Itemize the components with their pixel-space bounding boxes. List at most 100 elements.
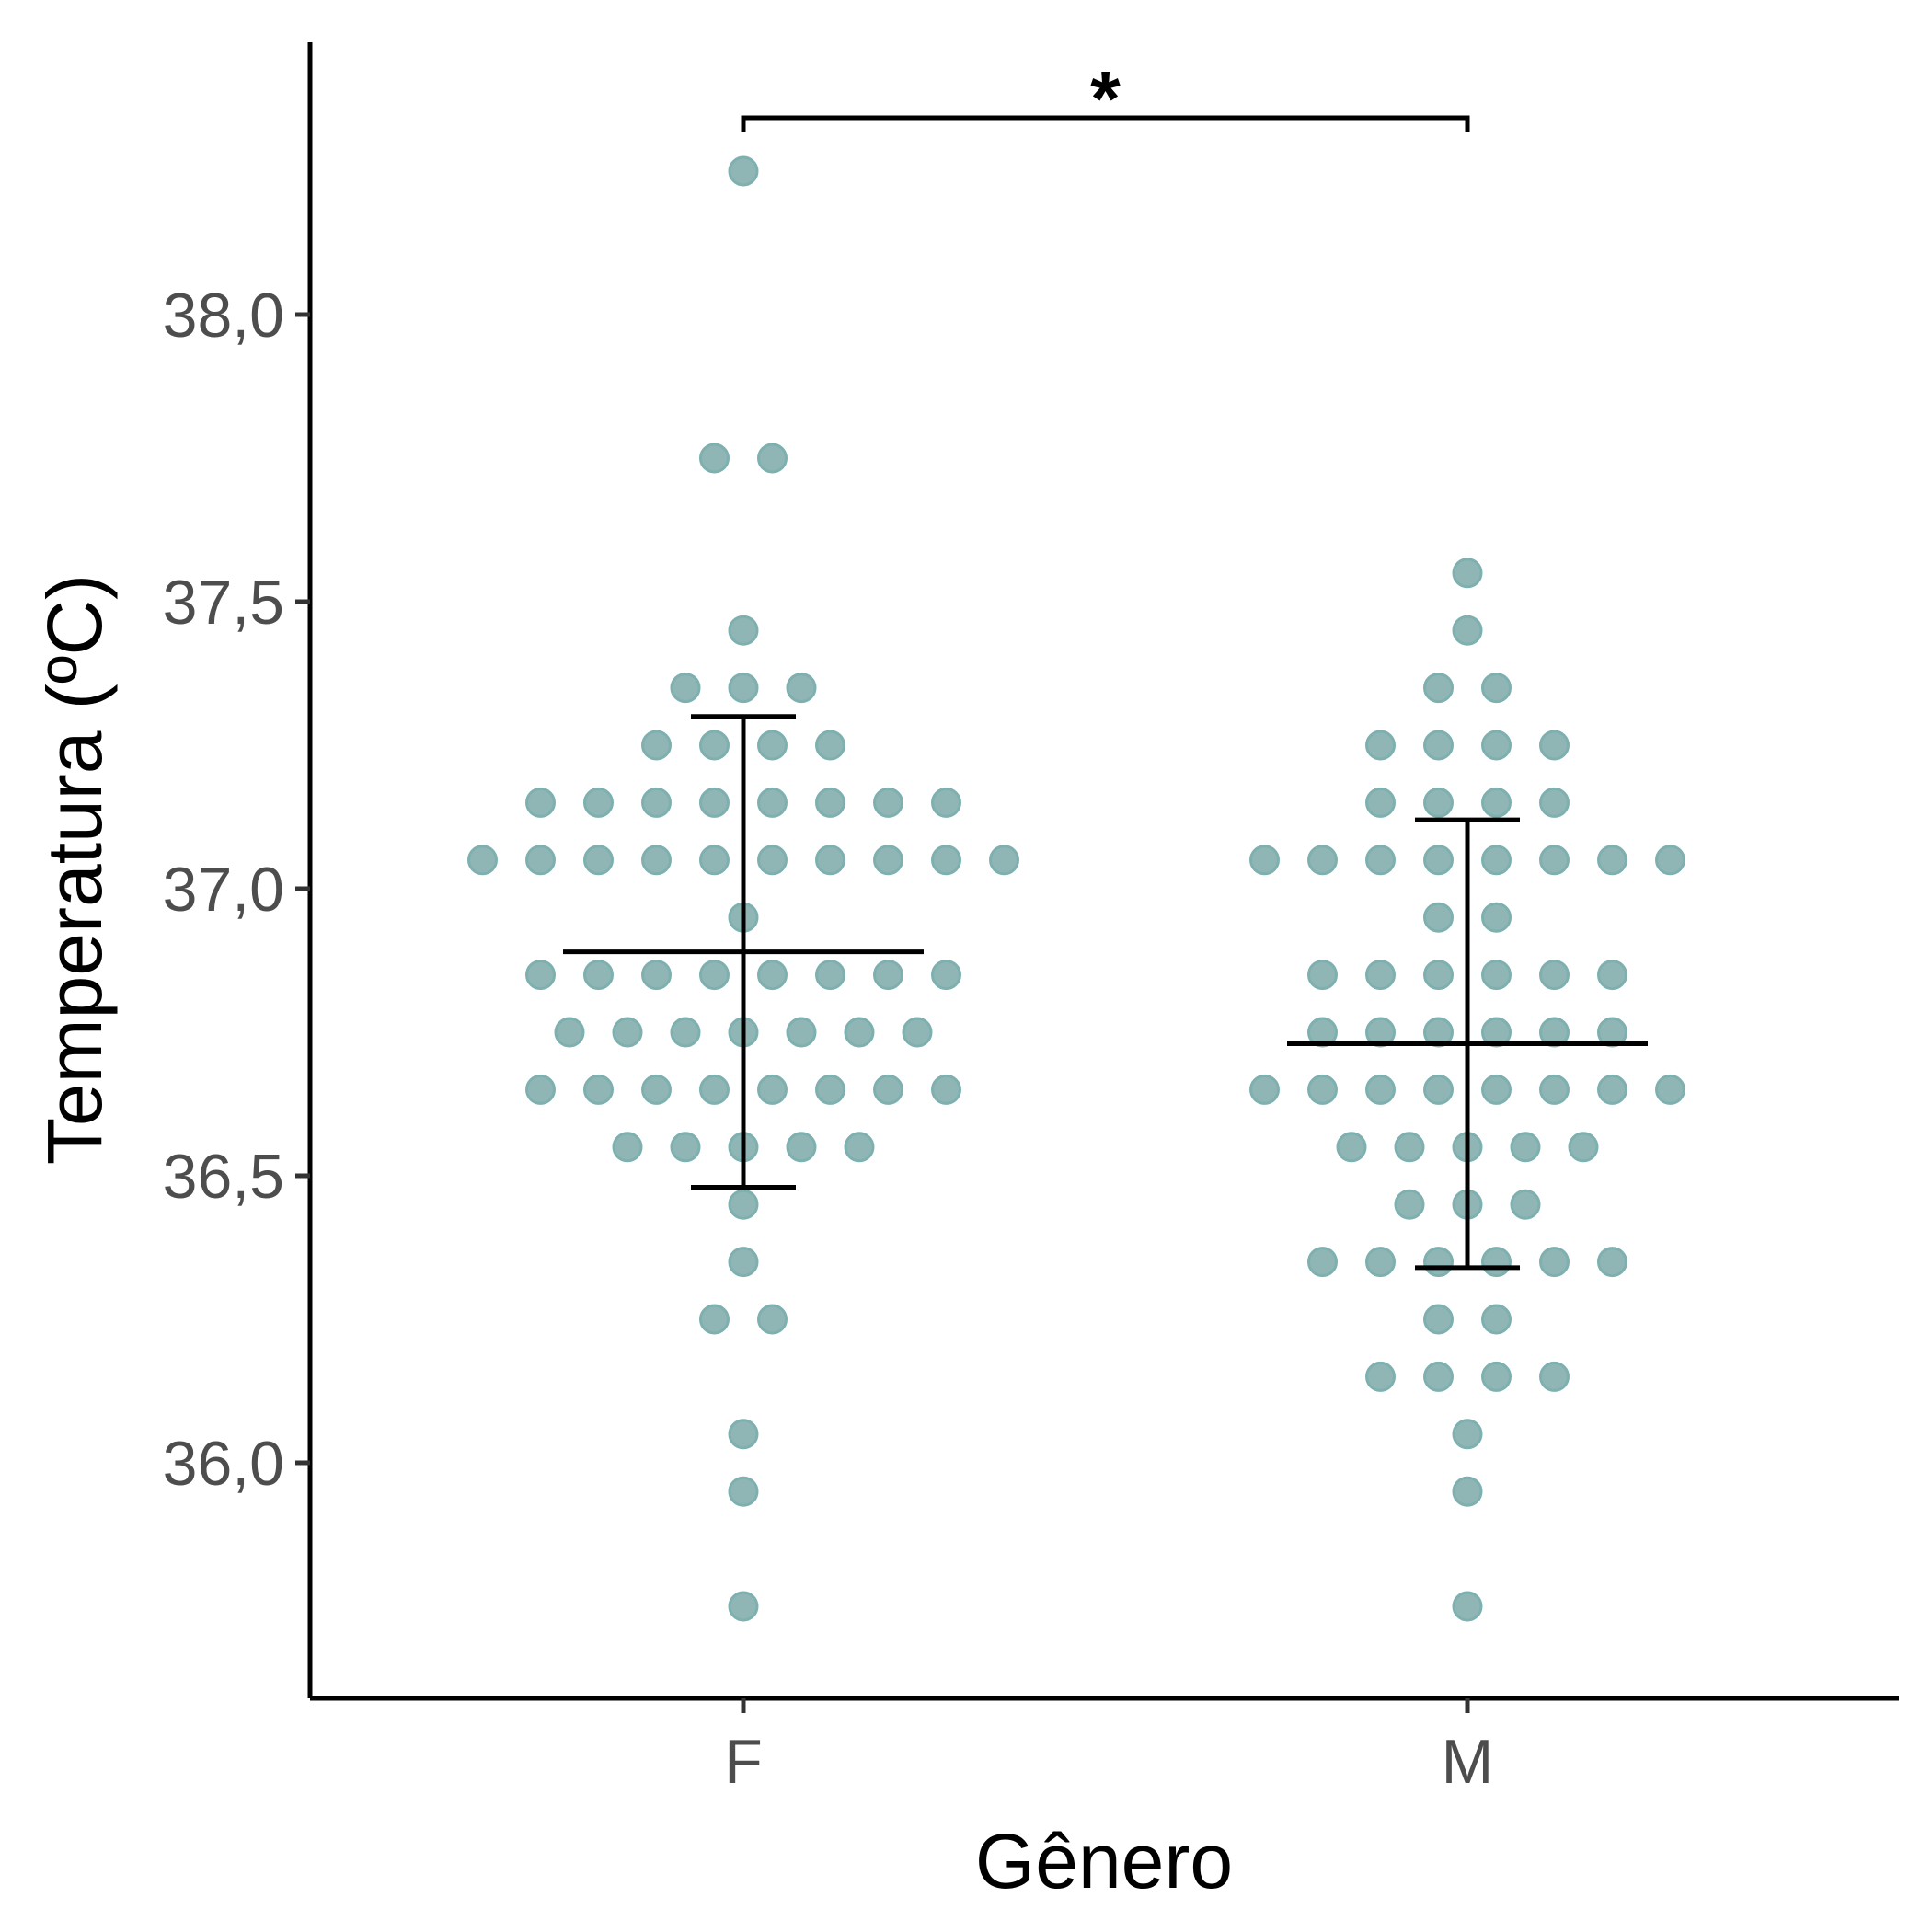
data-point	[1655, 1074, 1685, 1105]
data-point	[583, 1074, 614, 1105]
data-point	[757, 443, 788, 474]
data-point	[670, 1132, 701, 1163]
data-point	[873, 1074, 903, 1105]
data-point	[1539, 730, 1570, 761]
data-point	[1423, 845, 1454, 876]
data-point	[1481, 1247, 1512, 1278]
data-point	[612, 1017, 643, 1048]
data-point	[728, 1247, 759, 1278]
data-point	[1597, 1247, 1627, 1278]
data-point	[728, 1189, 759, 1220]
data-point	[1539, 1074, 1570, 1105]
data-point	[1423, 1074, 1454, 1105]
data-point	[1307, 960, 1338, 991]
data-point	[1481, 673, 1512, 704]
data-point	[728, 1419, 759, 1450]
data-point	[815, 845, 845, 876]
data-point	[1423, 1247, 1454, 1278]
data-point	[1481, 902, 1512, 933]
data-point	[699, 1304, 730, 1335]
data-point	[1539, 1361, 1570, 1392]
data-point	[525, 1074, 556, 1105]
data-point	[815, 730, 845, 761]
data-point	[612, 1132, 643, 1163]
data-point	[1423, 673, 1454, 704]
data-point	[1365, 1074, 1396, 1105]
data-point	[1481, 960, 1512, 991]
data-point	[873, 845, 903, 876]
data-point	[467, 845, 498, 876]
data-point	[1597, 845, 1627, 876]
y-tick-label: 36,0	[163, 1429, 284, 1499]
data-point	[786, 1017, 817, 1048]
data-point	[525, 960, 556, 991]
data-point	[699, 443, 730, 474]
data-point	[1249, 1074, 1280, 1105]
x-axis-title: Gênero	[975, 1818, 1233, 1904]
significance-bracket: *	[741, 55, 1470, 142]
data-point	[1452, 558, 1483, 589]
data-point	[699, 787, 730, 818]
data-point	[670, 1017, 701, 1048]
data-point	[1336, 1132, 1367, 1163]
data-point	[1423, 1017, 1454, 1048]
axes	[307, 42, 1899, 1701]
data-point	[1365, 1361, 1396, 1392]
data-point	[641, 845, 672, 876]
data-point	[1452, 1476, 1483, 1507]
data-point	[1423, 730, 1454, 761]
data-point	[1510, 1189, 1541, 1220]
data-point	[757, 1304, 788, 1335]
data-point	[1365, 960, 1396, 991]
data-point	[1510, 1132, 1541, 1163]
data-point	[1394, 1189, 1425, 1220]
data-point	[728, 1591, 759, 1622]
data-point	[1539, 1017, 1570, 1048]
data-point	[1481, 1304, 1512, 1335]
data-point	[902, 1017, 933, 1048]
data-point	[757, 730, 788, 761]
data-point	[786, 1132, 817, 1163]
data-point	[728, 615, 759, 646]
data-point	[1423, 787, 1454, 818]
data-point	[1597, 960, 1627, 991]
data-point	[1597, 1017, 1627, 1048]
data-point	[699, 1074, 730, 1105]
data-point	[1365, 1017, 1396, 1048]
error-bars	[563, 714, 1648, 1271]
data-point	[1307, 845, 1338, 876]
data-point	[1481, 845, 1512, 876]
data-point	[728, 1476, 759, 1507]
y-axis-title: Temperatura (ºC)	[31, 574, 118, 1165]
x-tick-label: M	[1442, 1727, 1494, 1797]
data-point	[1365, 730, 1396, 761]
data-point	[873, 787, 903, 818]
data-point	[699, 960, 730, 991]
data-point	[1452, 1591, 1483, 1622]
data-point	[1365, 787, 1396, 818]
data-point	[815, 1074, 845, 1105]
y-tick-label: 38,0	[163, 281, 284, 351]
data-point	[525, 845, 556, 876]
data-point	[583, 960, 614, 991]
data-point	[1597, 1074, 1627, 1105]
data-point	[1481, 730, 1512, 761]
y-tick-label: 37,5	[163, 568, 284, 638]
data-point	[1539, 1247, 1570, 1278]
bracket-line	[741, 115, 1470, 132]
data-point	[931, 787, 961, 818]
data-point	[1394, 1132, 1425, 1163]
data-point	[699, 845, 730, 876]
data-point	[815, 787, 845, 818]
y-tick-label: 36,5	[163, 1142, 284, 1212]
data-point	[1307, 1074, 1338, 1105]
data-point	[1481, 787, 1512, 818]
data-points	[467, 155, 1685, 1622]
data-point	[583, 787, 614, 818]
data-point	[873, 960, 903, 991]
data-point	[1539, 845, 1570, 876]
data-point	[1452, 1419, 1483, 1450]
data-point	[1423, 902, 1454, 933]
data-point	[699, 730, 730, 761]
